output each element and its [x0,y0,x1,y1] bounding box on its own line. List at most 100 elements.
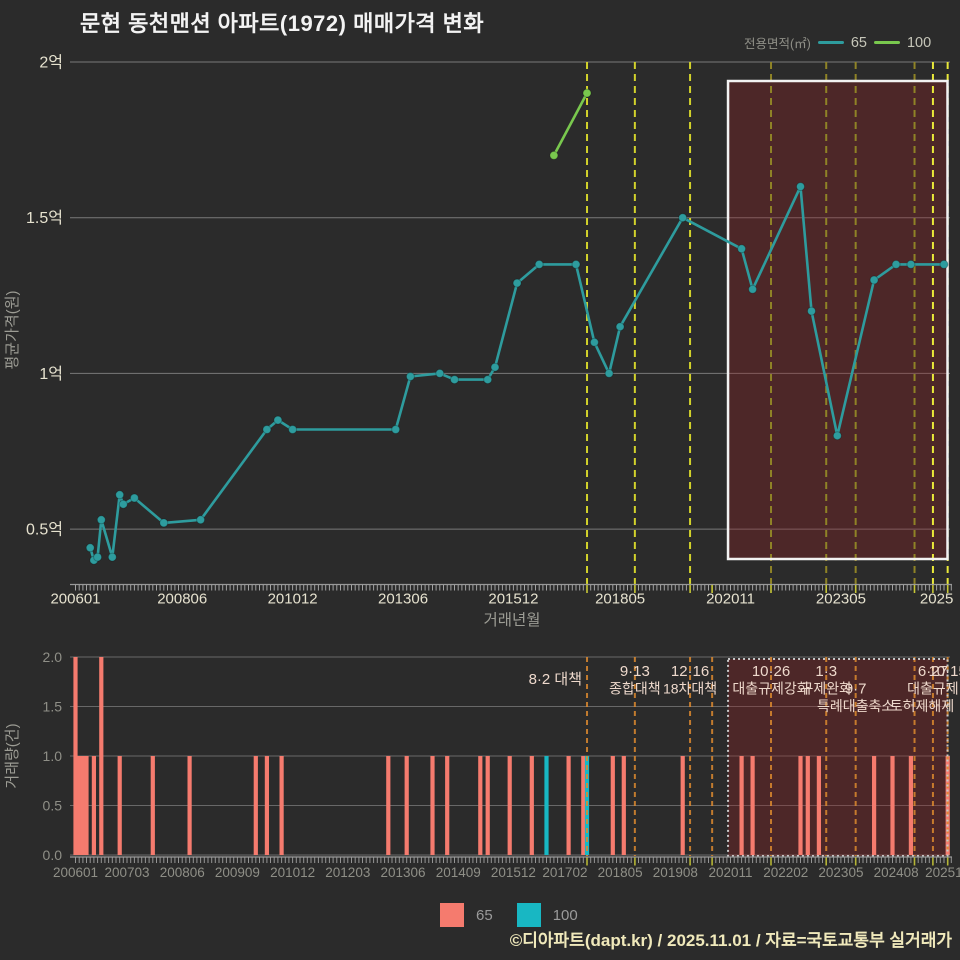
volume-legend-item-65[interactable]: 65 [476,907,493,924]
data-point-65[interactable] [738,245,746,253]
data-point-65[interactable] [274,416,282,424]
volume-bar-65[interactable] [430,756,434,855]
volume-x-tick-label: 202305 [818,865,863,880]
price-x-tick-label: 201012 [268,591,318,608]
data-point-65[interactable] [808,307,816,315]
volume-bar-65[interactable] [872,756,876,855]
volume-bar-65[interactable] [581,756,585,855]
volume-bar-65[interactable] [386,756,390,855]
price-y-axis-title: 평균가격(원) [4,291,21,370]
volume-legend-item-100[interactable]: 100 [553,907,578,924]
price-x-tick-label: 202305 [816,591,866,608]
volume-bar-65[interactable] [751,756,755,855]
volume-bar-65[interactable] [622,756,626,855]
volume-bar-100[interactable] [544,756,548,855]
policy-label-date: 10·26 [752,663,790,680]
data-point-100[interactable] [550,151,558,159]
volume-bar-65[interactable] [445,756,449,855]
volume-bar-65[interactable] [77,756,81,855]
data-point-65[interactable] [130,494,138,502]
data-point-65[interactable] [679,214,687,222]
volume-x-tick-label: 200909 [215,865,260,880]
volume-x-tick-label: 200601 [53,865,98,880]
volume-legend-swatch-100[interactable] [517,903,541,927]
price-x-tick-label: 200601 [50,591,100,608]
volume-bar-65[interactable] [817,756,821,855]
volume-x-tick-label: 201908 [653,865,698,880]
volume-bar-65[interactable] [73,657,77,855]
volume-bar-65[interactable] [530,756,534,855]
price-x-tick-label: 200806 [157,591,207,608]
data-point-65[interactable] [94,553,102,561]
data-point-65[interactable] [86,544,94,552]
data-point-65[interactable] [616,323,624,331]
volume-bar-65[interactable] [508,756,512,855]
volume-bar-65[interactable] [909,756,913,855]
data-point-65[interactable] [484,376,492,384]
price-x-tick-label: 201306 [378,591,428,608]
volume-x-tick-label: 202408 [874,865,919,880]
volume-bar-65[interactable] [486,756,490,855]
data-point-65[interactable] [97,516,105,524]
data-point-65[interactable] [119,500,127,508]
data-point-65[interactable] [406,373,414,381]
data-point-65[interactable] [907,260,915,268]
data-point-65[interactable] [605,369,613,377]
volume-bar-65[interactable] [280,756,284,855]
volume-x-tick-label: 201805 [598,865,643,880]
volume-bar-65[interactable] [890,756,894,855]
data-point-65[interactable] [940,260,948,268]
volume-bar-65[interactable] [740,756,744,855]
volume-x-tick-label: 201512 [491,865,536,880]
data-point-65[interactable] [833,432,841,440]
policy-label-desc: 특례대출축소 [817,698,894,714]
volume-y-tick-label: 1.5 [43,699,63,715]
volume-y-tick-label: 1.0 [43,748,63,764]
price-x-tick-label: 201512 [488,591,538,608]
volume-bar-65[interactable] [118,756,122,855]
data-point-65[interactable] [160,519,168,527]
data-point-65[interactable] [289,426,297,434]
data-point-65[interactable] [590,338,598,346]
data-point-65[interactable] [392,426,400,434]
price-y-tick-label: 2억 [39,54,63,72]
data-point-65[interactable] [108,553,116,561]
volume-x-tick-label: 201203 [325,865,370,880]
data-point-100[interactable] [583,89,591,97]
volume-bar-65[interactable] [84,756,88,855]
policy-label-desc: 대출규제강화 [732,681,809,697]
data-point-65[interactable] [116,491,124,499]
policy-label-desc: 대출규제 [907,681,959,697]
volume-bar-65[interactable] [806,756,810,855]
volume-bar-65[interactable] [81,756,85,855]
volume-bar-65[interactable] [798,756,802,855]
volume-bar-65[interactable] [405,756,409,855]
volume-bar-65[interactable] [611,756,615,855]
data-point-65[interactable] [436,369,444,377]
data-point-65[interactable] [263,426,271,434]
data-point-65[interactable] [892,260,900,268]
volume-bar-65[interactable] [681,756,685,855]
volume-bar-65[interactable] [92,756,96,855]
data-point-65[interactable] [451,376,459,384]
data-point-65[interactable] [197,516,205,524]
volume-bar-65[interactable] [478,756,482,855]
policy-label-desc: 18차대책 [663,681,717,697]
volume-bar-65[interactable] [151,756,155,855]
volume-legend-swatch-65[interactable] [440,903,464,927]
price-x-axis-title: 거래년월 [483,611,540,629]
data-point-65[interactable] [491,363,499,371]
volume-y-tick-label: 0.5 [43,798,63,814]
policy-label-date: 10·15 [928,663,960,680]
data-point-65[interactable] [513,279,521,287]
data-point-65[interactable] [749,285,757,293]
volume-bar-65[interactable] [567,756,571,855]
volume-bar-65[interactable] [99,657,103,855]
data-point-65[interactable] [870,276,878,284]
volume-bar-65[interactable] [188,756,192,855]
data-point-65[interactable] [797,183,805,191]
volume-bar-65[interactable] [265,756,269,855]
data-point-65[interactable] [535,260,543,268]
volume-bar-65[interactable] [254,756,258,855]
data-point-65[interactable] [572,260,580,268]
